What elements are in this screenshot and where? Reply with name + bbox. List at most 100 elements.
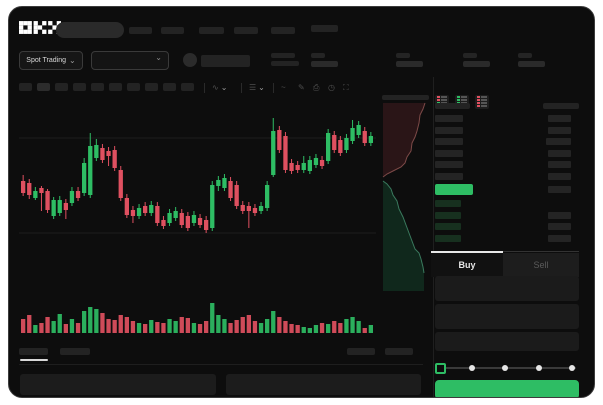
market-type-dropdown[interactable]: Spot Trading ⌄ xyxy=(19,51,83,70)
orderbook-row[interactable] xyxy=(435,115,579,122)
active-tab-indicator xyxy=(431,251,503,253)
bottom-tab-placeholder[interactable] xyxy=(60,348,90,355)
timeframe-button[interactable] xyxy=(163,83,176,91)
amount-bar-placeholder xyxy=(548,149,571,157)
amount-bar-placeholder xyxy=(546,138,571,146)
orderbook-header-price-placeholder xyxy=(435,103,470,109)
timer-icon: ◷ xyxy=(328,83,335,92)
orderbook-last-price-row[interactable] xyxy=(435,184,579,195)
price-bar-placeholder xyxy=(435,234,461,242)
orderbook-row[interactable] xyxy=(435,200,579,207)
timeframe-button[interactable] xyxy=(109,83,122,91)
screenshot-button[interactable]: ⎙ xyxy=(313,83,319,93)
amount-bar-placeholder xyxy=(548,115,571,122)
timeframe-button[interactable] xyxy=(19,83,32,91)
bottom-panel-placeholder xyxy=(20,374,216,395)
okx-logo-icon xyxy=(19,21,61,34)
pair-selector-dropdown[interactable]: ⌄ xyxy=(91,51,169,70)
orderbook-row[interactable] xyxy=(435,172,579,180)
toolbar-separator xyxy=(204,83,205,93)
pair-price-placeholder xyxy=(201,55,250,67)
line-style-button[interactable]: ~ xyxy=(281,83,286,92)
timeframe-button[interactable] xyxy=(91,83,104,91)
amount-bar-placeholder xyxy=(548,223,571,231)
market-type-label: Spot Trading xyxy=(26,57,66,64)
stat-label-placeholder xyxy=(396,53,410,58)
chevron-down-icon: ⌄ xyxy=(258,82,265,92)
slider-step-dot[interactable] xyxy=(569,365,575,371)
candlestick-chart[interactable] xyxy=(19,101,376,296)
orderbook-row[interactable] xyxy=(435,223,579,231)
chevron-down-icon: ⌄ xyxy=(69,55,76,65)
indicators-button[interactable]: ∿ ⌄ xyxy=(212,83,227,92)
toolbar-separator xyxy=(273,83,274,93)
volume-chart[interactable] xyxy=(19,299,376,333)
fullscreen-button[interactable]: ⛶ xyxy=(343,83,349,93)
buy-submit-button[interactable] xyxy=(435,380,579,397)
price-bar-placeholder xyxy=(435,172,463,180)
volume-canvas xyxy=(21,303,373,333)
orderbook-row[interactable] xyxy=(435,234,579,242)
amount-bar-placeholder xyxy=(548,211,571,219)
search-input[interactable] xyxy=(56,22,124,38)
stat-value-placeholder xyxy=(463,61,490,67)
orderbook-row[interactable] xyxy=(435,211,579,219)
bottom-action-placeholder[interactable] xyxy=(385,348,413,355)
change-placeholder xyxy=(271,61,299,66)
nav-item-placeholder[interactable] xyxy=(129,27,152,34)
amount-bar-placeholder xyxy=(548,186,571,193)
price-bar-placeholder xyxy=(435,138,463,146)
price-bar-placeholder xyxy=(435,200,461,207)
orderbook-row[interactable] xyxy=(435,138,579,146)
timeframe-button[interactable] xyxy=(181,83,194,91)
slider-step-dot[interactable] xyxy=(468,365,475,371)
orderbook-asks xyxy=(435,115,579,185)
stat-label-placeholder xyxy=(311,53,325,58)
candle-type-button[interactable]: ☰ ⌄ xyxy=(249,83,265,92)
stat-value-placeholder xyxy=(311,61,338,67)
stat-label-placeholder xyxy=(463,53,477,58)
timeframe-button[interactable] xyxy=(145,83,158,91)
orderbook-header-amount-placeholder xyxy=(543,103,579,109)
price-bar-placeholder xyxy=(435,126,463,134)
draw-button[interactable]: ✎ xyxy=(298,83,305,92)
amount-input[interactable] xyxy=(435,304,579,329)
tab-sell[interactable]: Sell xyxy=(503,253,579,277)
price-input[interactable] xyxy=(435,276,579,301)
okx-logo[interactable]: OKX xyxy=(19,21,61,39)
depth-header-placeholder xyxy=(382,95,429,100)
book-asks-icon[interactable] xyxy=(475,94,489,109)
nav-item-placeholder[interactable] xyxy=(311,25,338,32)
panel-divider xyxy=(433,77,434,397)
bottom-action-placeholder[interactable] xyxy=(347,348,375,355)
nav-item-placeholder[interactable] xyxy=(161,27,184,34)
total-input[interactable] xyxy=(435,332,579,351)
chevron-down-icon: ⌄ xyxy=(220,82,228,92)
bottom-tab-placeholder[interactable] xyxy=(19,348,48,355)
timeframe-button[interactable] xyxy=(37,83,50,91)
orderbook-row[interactable] xyxy=(435,149,579,157)
slider-step-dot[interactable] xyxy=(535,365,542,371)
coin-icon xyxy=(183,53,197,67)
change-placeholder xyxy=(271,53,295,58)
slider-handle[interactable] xyxy=(435,363,446,374)
timeframe-button[interactable] xyxy=(73,83,86,91)
timeframe-button[interactable] xyxy=(55,83,68,91)
depth-chart[interactable] xyxy=(379,101,431,291)
timeframe-button[interactable] xyxy=(127,83,140,91)
nav-item-placeholder[interactable] xyxy=(199,27,224,34)
orderbook-row[interactable] xyxy=(435,161,579,169)
orderbook-row[interactable] xyxy=(435,126,579,134)
tab-buy[interactable]: Buy xyxy=(431,253,503,277)
trade-tabs: Buy Sell xyxy=(431,251,579,277)
price-bar-placeholder xyxy=(435,149,463,157)
nav-item-placeholder[interactable] xyxy=(234,27,258,34)
amount-slider[interactable] xyxy=(435,361,579,375)
tab-divider xyxy=(431,251,579,252)
okx-app-window: OKX Spot Trading ⌄ ⌄ xyxy=(8,6,595,398)
depth-canvas xyxy=(382,102,426,291)
timer-button[interactable]: ◷ xyxy=(328,83,335,92)
slider-step-dot[interactable] xyxy=(502,365,508,371)
nav-item-placeholder[interactable] xyxy=(271,27,295,34)
